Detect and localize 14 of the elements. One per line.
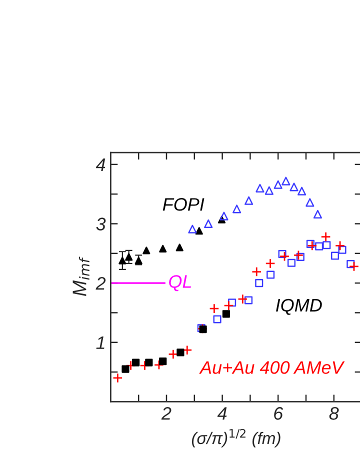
y-tick-label: 2 [96, 276, 106, 290]
series-label: QL [169, 275, 191, 292]
y-tick-label: 3 [96, 218, 106, 230]
annotation: IQMD [276, 298, 322, 315]
annotation: FOPI [162, 198, 204, 211]
x-tick-label: 4 [217, 407, 227, 420]
x-tick-label: 6 [274, 407, 284, 420]
x-tick-label: 8 [329, 407, 339, 420]
y-tick-label: 4 [96, 158, 106, 171]
y-axis-title: M$_{imf}$ [72, 256, 90, 296]
x-axis-title: (σ/π)$^{1/2}$ (fm) [192, 428, 280, 448]
annotation: Au+Au 400 AMeV [199, 361, 345, 374]
y-tick-label: 1 [96, 336, 104, 349]
x-tick-label: 2 [161, 407, 172, 420]
